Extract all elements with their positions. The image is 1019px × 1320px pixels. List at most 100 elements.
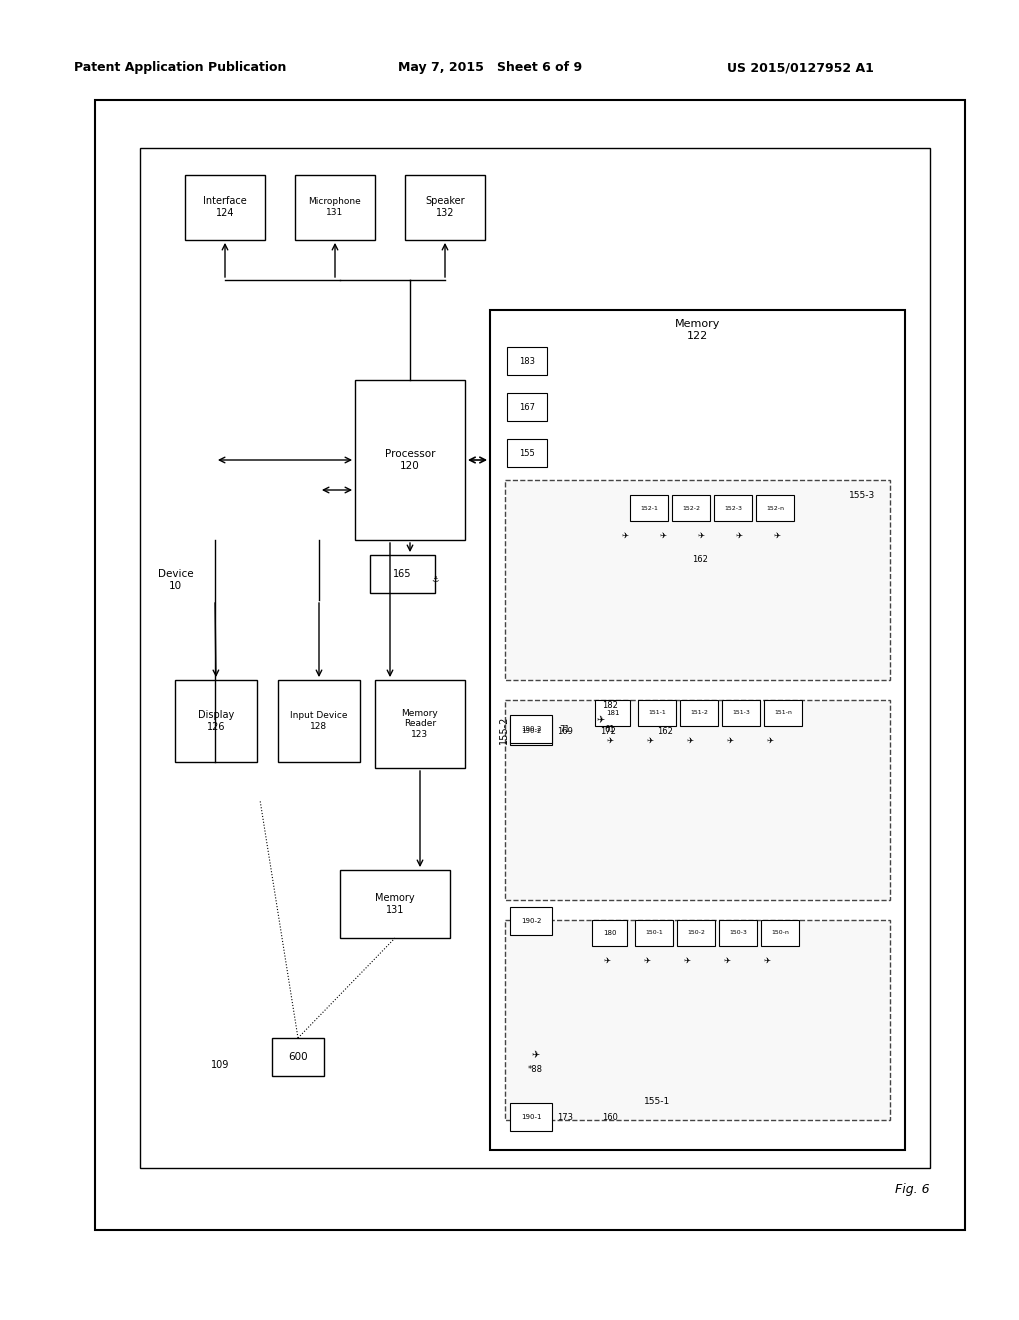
Text: 172: 172 (599, 726, 615, 735)
Text: 190-2: 190-2 (521, 726, 541, 733)
Bar (635, 920, 673, 946)
Bar (504, 920, 890, 1119)
Text: ✈: ✈ (697, 531, 704, 540)
Text: 150-1: 150-1 (644, 931, 662, 936)
Bar (755, 495, 793, 521)
Text: 155-2: 155-2 (498, 715, 508, 744)
Text: 169: 169 (556, 726, 573, 735)
Bar (506, 393, 546, 421)
Text: Memory
131: Memory 131 (375, 894, 415, 915)
Text: Memory
Reader
123: Memory Reader 123 (401, 709, 438, 739)
Bar (95, 100, 964, 1230)
Bar (272, 1038, 324, 1076)
Bar (721, 700, 759, 726)
Text: 71: 71 (559, 725, 570, 734)
Bar (489, 310, 904, 1150)
Text: Processor
120: Processor 120 (384, 449, 435, 471)
Text: 155: 155 (519, 449, 534, 458)
Text: Speaker
132: Speaker 132 (425, 197, 465, 218)
Text: 183: 183 (519, 356, 535, 366)
Text: 61: 61 (604, 725, 614, 734)
Text: Patent Application Publication: Patent Application Publication (73, 62, 286, 74)
Text: ✈: ✈ (686, 735, 693, 744)
Text: Interface
124: Interface 124 (203, 197, 247, 218)
Bar (506, 440, 546, 467)
Bar (510, 907, 551, 935)
Bar (637, 700, 676, 726)
Text: ✈: ✈ (603, 956, 610, 965)
Bar (630, 495, 667, 521)
Bar (510, 717, 551, 744)
Text: Display
126: Display 126 (198, 710, 234, 731)
Text: Microphone
131: Microphone 131 (309, 197, 361, 216)
Text: 182: 182 (601, 701, 618, 710)
Bar (370, 554, 434, 593)
Text: May 7, 2015   Sheet 6 of 9: May 7, 2015 Sheet 6 of 9 (397, 62, 582, 74)
Text: 190-1: 190-1 (521, 1114, 541, 1119)
Text: Fig. 6: Fig. 6 (895, 1184, 929, 1196)
Text: 151-n: 151-n (773, 710, 791, 715)
Text: ✈: ✈ (683, 956, 690, 965)
Text: Device
10: Device 10 (158, 569, 194, 591)
Text: 109: 109 (211, 1060, 229, 1071)
Text: 600: 600 (288, 1052, 308, 1063)
Bar (140, 148, 929, 1168)
Text: 150-3: 150-3 (729, 931, 746, 936)
Text: ✈: ✈ (595, 715, 603, 725)
Text: 190-2: 190-2 (521, 729, 541, 734)
Bar (760, 920, 798, 946)
Text: ✈: ✈ (722, 956, 730, 965)
Text: Input Device
128: Input Device 128 (290, 711, 347, 731)
Bar (504, 700, 890, 900)
Text: ✈: ✈ (621, 531, 628, 540)
Bar (375, 680, 465, 768)
Text: 173: 173 (556, 1113, 573, 1122)
Text: 155-1: 155-1 (644, 1097, 669, 1106)
Bar (594, 700, 630, 726)
Bar (184, 176, 265, 240)
Bar (355, 380, 465, 540)
Text: ✈: ✈ (726, 735, 733, 744)
Text: 151-3: 151-3 (732, 710, 749, 715)
Text: 167: 167 (519, 403, 535, 412)
Text: 152-n: 152-n (765, 506, 784, 511)
Text: ⚓: ⚓ (431, 576, 438, 585)
Text: 181: 181 (605, 710, 619, 715)
Text: *88: *88 (527, 1065, 542, 1074)
Text: ✈: ✈ (659, 531, 665, 540)
Bar (718, 920, 756, 946)
Bar (294, 176, 375, 240)
Text: 151-1: 151-1 (647, 710, 665, 715)
Bar (339, 870, 449, 939)
Bar (713, 495, 751, 521)
Text: ✈: ✈ (643, 956, 650, 965)
Bar (504, 480, 890, 680)
Text: 150-2: 150-2 (687, 931, 704, 936)
Text: 152-3: 152-3 (723, 506, 741, 511)
Bar (506, 347, 546, 375)
Text: 152-1: 152-1 (640, 506, 657, 511)
Bar (278, 680, 360, 762)
Bar (510, 715, 551, 743)
Text: 162: 162 (691, 556, 707, 565)
Bar (405, 176, 484, 240)
Text: 150-n: 150-n (770, 931, 788, 936)
Text: ✈: ✈ (606, 735, 612, 744)
Text: ✈: ✈ (765, 735, 772, 744)
Bar (677, 920, 714, 946)
Text: 162: 162 (656, 726, 673, 735)
Text: 152-2: 152-2 (682, 506, 699, 511)
Text: 165: 165 (392, 569, 411, 579)
Bar (763, 700, 801, 726)
Text: ✈: ✈ (646, 735, 653, 744)
Bar (672, 495, 709, 521)
Text: 180: 180 (602, 931, 615, 936)
Text: ✈: ✈ (531, 1049, 538, 1060)
Bar (175, 680, 257, 762)
Text: ✈: ✈ (772, 531, 780, 540)
Text: US 2015/0127952 A1: US 2015/0127952 A1 (726, 62, 872, 74)
Text: 151-2: 151-2 (690, 710, 707, 715)
Text: Memory
122: Memory 122 (675, 319, 719, 341)
Bar (591, 920, 627, 946)
Text: 190-2: 190-2 (521, 917, 541, 924)
